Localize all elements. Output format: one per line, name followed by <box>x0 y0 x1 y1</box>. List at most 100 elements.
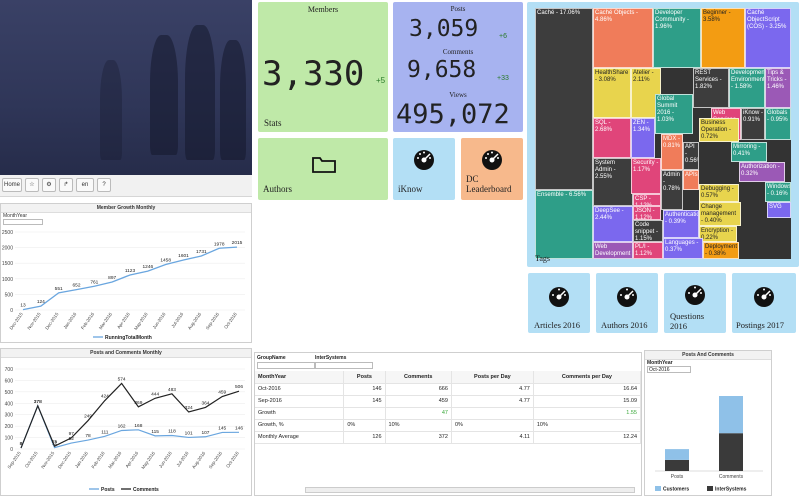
column-header[interactable]: Comments <box>385 371 452 384</box>
data-label: 1731 <box>196 249 207 255</box>
stats-table: MonthYear Posts Comments Posts per Day C… <box>255 371 642 444</box>
treemap-cell[interactable]: Languages - 0.37% <box>663 238 703 259</box>
questions-2016-tile[interactable]: Questions 2016 <box>664 273 726 333</box>
legend-label: Posts <box>101 487 115 493</box>
table-cell: 10% <box>385 419 452 432</box>
treemap-cell[interactable]: MDX - 0.81% <box>661 134 683 170</box>
group-filter-2[interactable] <box>315 362 373 369</box>
column-header[interactable]: MonthYear <box>255 371 345 384</box>
treemap-cell[interactable]: Beginner - 3.58% <box>701 8 745 68</box>
table-cell: 4.77 <box>451 383 534 396</box>
member-growth-panel: Member Growth Monthly MonthYear 2500 2000… <box>0 203 252 343</box>
treemap-cell[interactable]: SQL - 2.68% <box>593 118 631 158</box>
data-label: 364 <box>201 400 209 406</box>
treemap-cell[interactable]: Developer Community - 1.96% <box>653 8 701 68</box>
dc-leaderboard-label: DC Leaderboard <box>466 174 512 194</box>
treemap-cell[interactable]: Development Environment - 1.58% <box>729 68 765 108</box>
treemap-cell[interactable]: iKnow - 0.91% <box>741 108 765 140</box>
treemap-cell[interactable]: Admin - 0.78% <box>661 170 683 210</box>
y-tick-label: 1500 <box>2 261 13 267</box>
treemap-cell[interactable]: HealthShare - 3.08% <box>593 68 631 118</box>
table-cell: 16.64 <box>533 383 642 396</box>
x-tick-label: Posts <box>671 474 684 480</box>
treemap-cell[interactable]: Mirroring - 0.41% <box>731 142 767 162</box>
members-delta: +5 <box>376 76 386 85</box>
column-header[interactable]: Posts <box>343 371 386 384</box>
column-header[interactable]: Posts per Day <box>451 371 534 384</box>
data-label: 1601 <box>178 253 189 259</box>
iknow-tile[interactable]: iKnow <box>393 138 455 200</box>
treemap-cell[interactable]: Globals - 0.95% <box>765 108 791 140</box>
favorite-icon[interactable]: ☆ <box>25 178 39 192</box>
share-icon[interactable]: ↱ <box>59 178 73 192</box>
dc-leaderboard-tile[interactable]: DC Leaderboard <box>461 138 523 200</box>
home-button[interactable]: Home <box>2 178 22 192</box>
table-cell: Growth, % <box>255 419 345 432</box>
treemap-cell[interactable]: Caché - 17.06% <box>535 8 593 190</box>
x-tick-label: Aug-2016 <box>191 450 207 469</box>
treemap-cell[interactable]: Caché ObjectScript (COS) - 3.25% <box>745 8 791 68</box>
treemap-cell[interactable]: DeepSee - 2.44% <box>593 206 633 242</box>
monthyear-select[interactable]: Oct-2016 <box>647 366 691 373</box>
data-label: 444 <box>151 391 159 397</box>
treemap-cell[interactable]: REST Services - 1.82% <box>693 68 729 108</box>
treemap-cell[interactable]: ZEN - 1.34% <box>631 118 655 158</box>
monthyear-filter[interactable] <box>3 219 43 225</box>
treemap-cell[interactable]: Caché Objects - 4.86% <box>593 8 653 68</box>
x-tick-label: Oct-2016 <box>223 311 238 329</box>
treemap-cell[interactable]: Authentication - 0.39% <box>663 210 699 238</box>
treemap-cell[interactable]: Deployment - 0.38% <box>703 242 739 259</box>
treemap-cell[interactable]: API - 0.56% <box>683 142 699 170</box>
treemap-cell[interactable]: PL/I - 1.12% <box>633 242 663 259</box>
posts-delta: +6 <box>499 33 507 40</box>
treemap-cell[interactable]: Windows - 0.16% <box>765 182 791 202</box>
x-tick-label: Apr-2016 <box>124 450 139 468</box>
treemap-cell[interactable]: Web Development - 2.36% <box>593 242 633 259</box>
data-label: 107 <box>201 430 209 436</box>
authors-2016-tile[interactable]: Authors 2016 <box>596 273 658 333</box>
y-tick-label: 200 <box>5 424 14 430</box>
treemap-cell[interactable]: Debugging - 0.57% <box>699 184 739 202</box>
data-label: 12 <box>52 441 58 447</box>
horizontal-scrollbar[interactable] <box>305 487 635 493</box>
data-label: 1246 <box>142 264 153 270</box>
x-tick-label: Apr-2016 <box>116 311 131 329</box>
members-tile[interactable]: Members 3,330 +5 Stats <box>258 2 388 132</box>
authors-tile[interactable]: Authors <box>258 138 388 200</box>
help-button[interactable]: ? <box>97 178 111 192</box>
posts-tile[interactable]: Posts 3,059 +6 Comments 9,658 +33 Views … <box>393 2 523 132</box>
group-filter[interactable] <box>257 362 315 369</box>
posts-and-comments-chart: Posts Comments Customers InterSystems <box>655 396 763 493</box>
treemap-cell[interactable]: JSON - 1.12% <box>633 206 661 220</box>
treemap-cell[interactable]: Encryption - 0.22% <box>699 226 737 242</box>
data-label: 249 <box>84 414 92 420</box>
treemap-cell[interactable]: Security - 1.17% <box>631 158 661 194</box>
data-label: 378 <box>34 399 42 405</box>
x-tick-label: Nov-2015 <box>40 450 56 469</box>
treemap-cell[interactable]: Business Operation - 0.72% <box>699 118 739 142</box>
articles-2016-tile[interactable]: Articles 2016 <box>528 273 590 333</box>
tags-treemap: Caché - 17.06% Ensemble - 6.56% Caché Obje… <box>535 8 791 259</box>
treemap-cell[interactable]: Change management - 0.40% <box>699 202 741 226</box>
postings-2017-tile[interactable]: Postings 2017 <box>732 273 796 333</box>
treemap-cell[interactable]: CSP - 1.12% <box>633 194 661 206</box>
x-tick-label: Dec-2015 <box>9 311 25 330</box>
treemap-cell[interactable]: Authorization - 0.32% <box>739 162 785 182</box>
table-cell: 666 <box>385 383 452 396</box>
tags-tile[interactable]: Caché - 17.06% Ensemble - 6.56% Caché Obje… <box>527 2 799 267</box>
language-button[interactable]: en <box>76 178 94 192</box>
bar-customers-comments <box>719 396 743 434</box>
treemap-cell[interactable]: System Admin - 2.55% <box>593 158 633 206</box>
treemap-cell[interactable]: Code snippet - 1.15% <box>633 220 663 242</box>
authors-2016-label: Authors 2016 <box>601 320 648 330</box>
posts-comments-chart: 700 600 500 400 300 200 100 0 8 378 12 52 78 111 162 16… <box>5 367 245 493</box>
treemap-cell[interactable]: SVG <box>767 202 791 218</box>
gear-icon[interactable]: ⚙ <box>42 178 56 192</box>
treemap-cell[interactable]: APIs <box>683 170 699 190</box>
data-label: 761 <box>90 279 98 285</box>
x-tick-label: May-2016 <box>133 311 149 331</box>
treemap-cell[interactable]: Ensemble - 6.56% <box>535 190 593 259</box>
treemap-cell[interactable]: Tips & Tricks - 1.46% <box>765 68 791 108</box>
treemap-cell[interactable]: Global Summit 2016 - 1.03% <box>655 94 693 134</box>
column-header[interactable]: Comments per Day <box>533 371 642 384</box>
